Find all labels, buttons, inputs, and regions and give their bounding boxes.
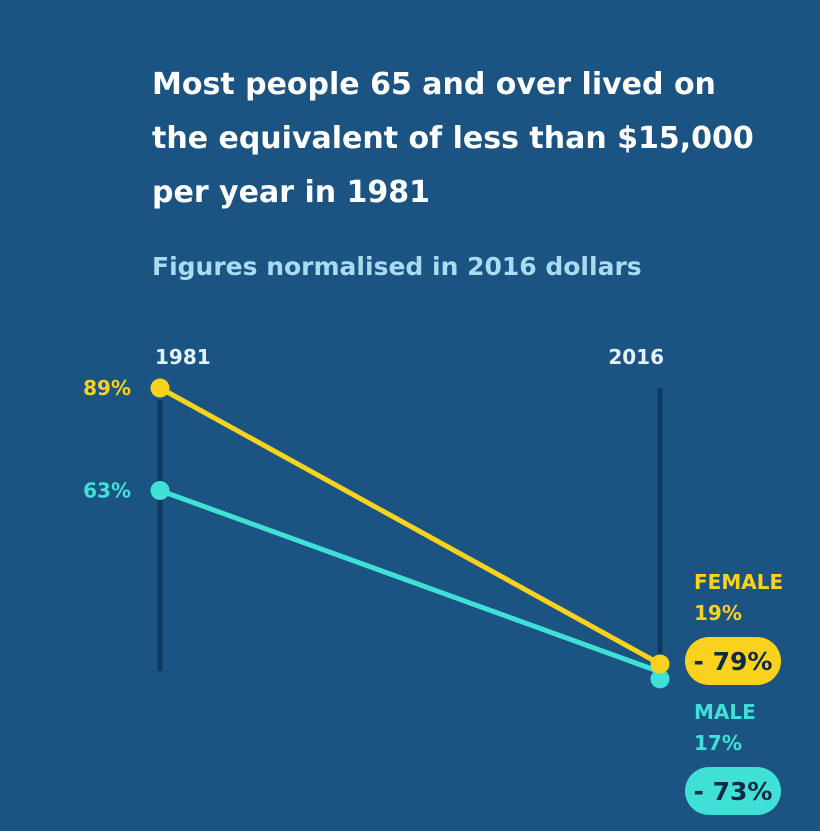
male-change-badge: - 73% (685, 767, 781, 815)
chart-subtitle: Figures normalised in 2016 dollars (152, 252, 642, 281)
year-label-2016: 2016 (608, 345, 664, 369)
point-female-1981 (150, 378, 170, 398)
point-male-2016 (650, 669, 670, 689)
chart-axes (157, 388, 663, 671)
start-label-female: 89% (83, 376, 131, 400)
chart-lines (157, 385, 663, 675)
point-male-1981 (150, 481, 170, 501)
legend-male-name: MALE (694, 700, 756, 724)
start-label-male: 63% (83, 479, 131, 503)
chart-title: Most people 65 and over lived on the equ… (152, 67, 754, 210)
legend-female-name: FEMALE (694, 570, 784, 594)
legend-female-value: 19% (694, 601, 742, 625)
legend-male-value: 17% (694, 731, 742, 755)
series-line-female (157, 385, 663, 667)
female-change-badge: - 79% (685, 637, 781, 685)
series-line-male (157, 488, 663, 675)
chart-labels: 1981 2016 63% 89% (83, 345, 664, 503)
point-female-2016 (650, 654, 670, 674)
year-label-1981: 1981 (155, 345, 211, 369)
chart-points (150, 378, 670, 689)
